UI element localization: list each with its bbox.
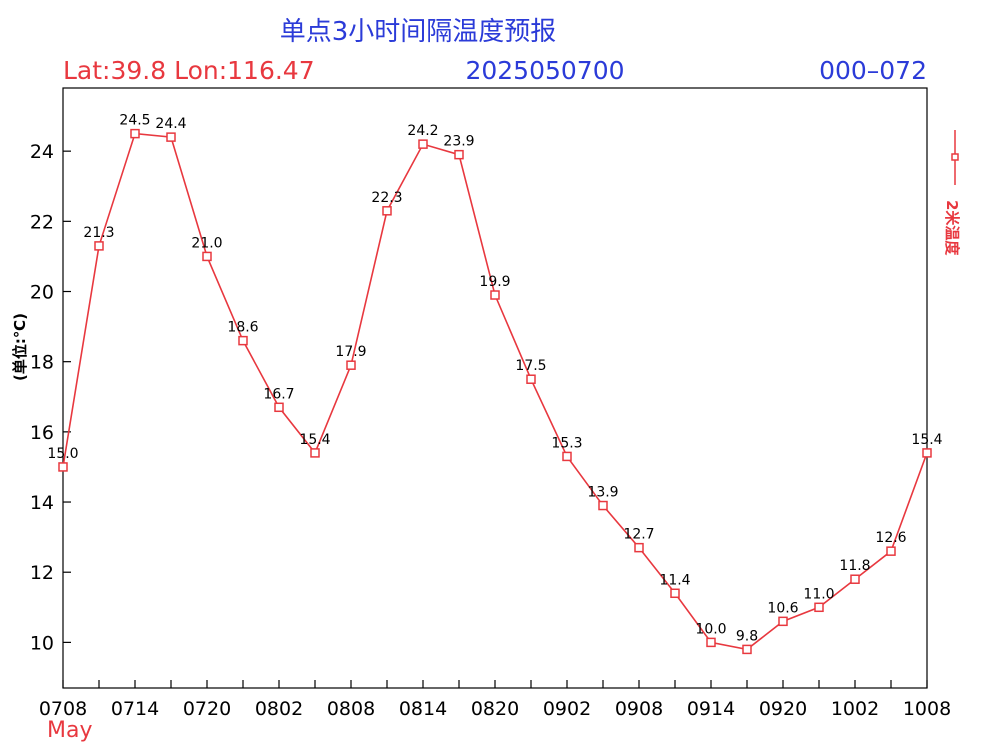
data-label: 11.4 <box>659 572 690 588</box>
x-tick-label: 1002 <box>831 698 879 720</box>
y-tick-label: 18 <box>30 352 54 374</box>
y-tick-label: 20 <box>30 282 54 304</box>
y-tick-label: 22 <box>30 211 54 233</box>
data-point <box>454 149 464 160</box>
data-label: 16.7 <box>263 386 294 402</box>
x-axis: 0708 0714 0720 0802 0808 0814 0820 0902 0908 0914… <box>39 680 951 720</box>
data-point <box>706 637 716 648</box>
plot-frame <box>62 87 928 689</box>
data-point <box>382 206 392 216</box>
y-tick-label: 16 <box>30 422 54 444</box>
data-point <box>58 462 68 472</box>
y-tick-label: 12 <box>30 562 54 584</box>
data-point <box>418 139 428 149</box>
data-label: 23.9 <box>443 134 474 150</box>
init-time-label: 2025050700 <box>465 56 624 85</box>
data-point <box>814 602 824 613</box>
x-month-label: May <box>47 718 92 743</box>
data-point <box>130 128 140 139</box>
data-label: 22.3 <box>371 190 402 206</box>
data-label: 17.9 <box>335 344 366 360</box>
location-label: Lat:39.8 Lon:116.47 <box>63 56 315 85</box>
x-tick-label: 0808 <box>327 698 375 720</box>
data-point <box>346 360 356 370</box>
data-label: 9.8 <box>736 628 758 644</box>
y-axis-label: (单位:℃) <box>11 313 29 381</box>
data-point <box>238 335 248 346</box>
data-label: 24.4 <box>155 116 186 132</box>
forecast-range-label: 000–072 <box>819 56 927 85</box>
data-point <box>634 542 644 553</box>
data-label: 12.7 <box>623 527 654 543</box>
data-point <box>598 500 608 511</box>
data-point <box>670 588 680 599</box>
y-axis: 10 12 14 16 18 20 22 24 <box>30 141 71 654</box>
data-label: 15.0 <box>47 446 78 462</box>
series-2m-temperature <box>58 128 932 655</box>
chart-title: 单点3小时间隔温度预报 <box>280 17 557 47</box>
x-tick-label: 0814 <box>399 698 447 720</box>
data-point <box>274 402 284 413</box>
x-tick-label: 0908 <box>615 698 663 720</box>
legend: 2米温度 <box>943 130 961 256</box>
data-label: 17.5 <box>515 358 546 374</box>
data-label: 24.2 <box>407 123 438 139</box>
data-point <box>778 616 788 627</box>
data-point <box>562 451 572 462</box>
data-label: 15.4 <box>911 432 942 448</box>
data-label: 10.6 <box>767 600 798 616</box>
data-label: 13.9 <box>587 485 618 501</box>
x-tick-label: 0708 <box>39 698 87 720</box>
data-label: 11.0 <box>803 586 834 602</box>
x-tick-label: 0720 <box>183 698 231 720</box>
y-tick-label: 10 <box>30 632 54 654</box>
data-point <box>490 290 500 300</box>
data-label: 21.3 <box>83 225 114 241</box>
data-point <box>850 574 860 584</box>
data-point <box>742 644 752 655</box>
data-label: 10.0 <box>695 621 726 637</box>
x-tick-label: 0714 <box>111 698 159 720</box>
legend-marker <box>951 153 959 161</box>
data-labels: 15.0 21.3 24.5 24.4 21.0 18.6 16.7 15.4 17.9 22.3… <box>47 113 942 645</box>
data-label: 19.9 <box>479 274 510 290</box>
data-point <box>886 546 896 556</box>
data-label: 11.8 <box>839 558 870 574</box>
data-point <box>166 132 176 142</box>
data-point <box>526 374 536 384</box>
legend-label: 2米温度 <box>943 200 961 256</box>
data-point <box>310 448 320 458</box>
data-label: 15.3 <box>551 435 582 451</box>
y-tick-label: 24 <box>30 141 54 163</box>
data-point <box>202 251 212 262</box>
x-tick-label: 0802 <box>255 698 303 720</box>
data-label: 12.6 <box>875 530 906 546</box>
data-label: 15.4 <box>299 432 330 448</box>
x-tick-label: 0914 <box>687 698 735 720</box>
data-label: 18.6 <box>227 320 258 336</box>
x-tick-label: 0920 <box>759 698 807 720</box>
x-tick-label: 1008 <box>903 698 951 720</box>
data-point <box>922 448 932 458</box>
data-label: 24.5 <box>119 113 150 129</box>
series-line <box>62 132 928 651</box>
data-label: 21.0 <box>191 235 222 251</box>
y-tick-label: 14 <box>30 492 54 514</box>
data-point <box>94 241 104 251</box>
x-tick-label: 0902 <box>543 698 591 720</box>
x-tick-label: 0820 <box>471 698 519 720</box>
